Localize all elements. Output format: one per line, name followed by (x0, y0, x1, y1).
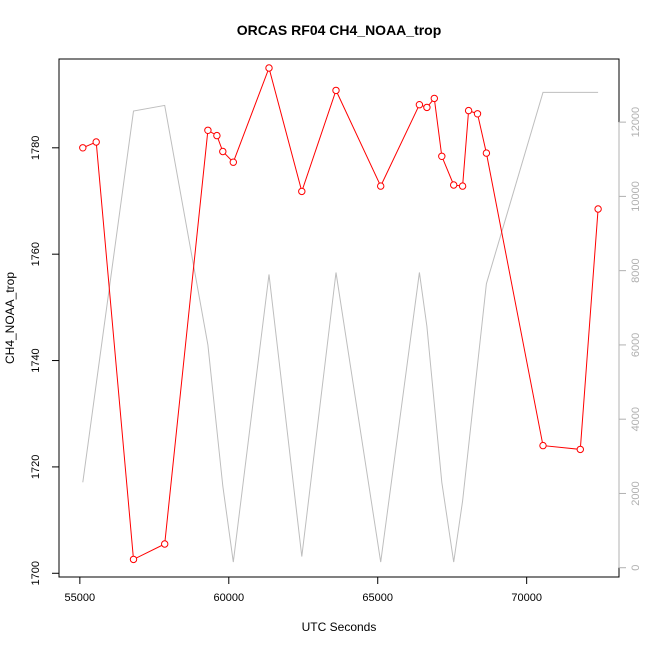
x-tick-label: 55000 (65, 592, 96, 604)
data-point (539, 441, 547, 450)
x-tick-label: 70000 (511, 592, 542, 604)
y2-tick-label: 0 (630, 565, 642, 571)
y2-tick-label: 4000 (630, 407, 642, 431)
data-point (219, 147, 227, 156)
y-tick-label: 1760 (30, 242, 42, 266)
data-point (438, 152, 446, 161)
x-axis-label: UTC Seconds (302, 620, 377, 634)
y2-tick-label: 10000 (630, 181, 642, 212)
data-point (458, 182, 467, 190)
data-point (377, 182, 385, 190)
x-tick-label: 60000 (213, 592, 244, 604)
x-axis: 55000 60000 65000 70000 (65, 576, 542, 604)
data-point (594, 205, 602, 213)
y-tick-label: 1780 (30, 136, 42, 160)
y-axis-right: 0 2000 4000 6000 8000 10000 12000 (618, 107, 642, 571)
data-point (464, 106, 473, 115)
data-point (161, 540, 169, 548)
data-point (415, 101, 424, 109)
x-tick-label: 65000 (362, 592, 393, 604)
data-point (332, 86, 340, 95)
chart-title: ORCAS RF04 CH4_NOAA_trop (237, 22, 442, 38)
y-tick-label: 1720 (30, 455, 42, 479)
data-point (265, 64, 273, 72)
data-point (450, 181, 458, 189)
data-point (79, 144, 87, 152)
data-point (482, 149, 491, 157)
y2-tick-label: 6000 (630, 333, 642, 357)
y-tick-label: 1700 (30, 561, 42, 585)
data-point (213, 131, 221, 140)
y-axis-left: 1700 1720 1740 1760 1780 (30, 136, 60, 586)
y2-tick-label: 8000 (630, 258, 642, 282)
data-point (229, 158, 238, 166)
data-point (473, 110, 482, 118)
data-point (298, 187, 306, 196)
data-point (423, 103, 431, 112)
data-point (204, 126, 212, 135)
data-point (129, 555, 138, 564)
y-axis-label: CH4_NOAA_trop (3, 272, 17, 364)
y2-tick-label: 12000 (630, 107, 642, 138)
series-layer (79, 64, 602, 564)
series-line-right (82, 91, 599, 563)
data-point (430, 94, 438, 103)
y2-tick-label: 2000 (630, 481, 642, 505)
plot-frame (58, 58, 620, 578)
data-point (92, 138, 100, 146)
series-line-left (82, 66, 599, 561)
y-tick-label: 1740 (30, 348, 42, 372)
data-point (576, 445, 584, 454)
